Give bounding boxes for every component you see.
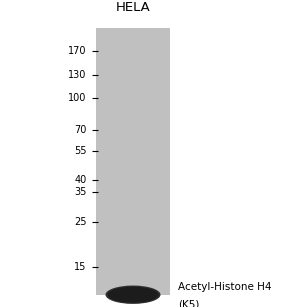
- Text: 15: 15: [74, 262, 86, 272]
- Text: 130: 130: [68, 69, 86, 80]
- Text: 100: 100: [68, 93, 86, 103]
- Text: 40: 40: [74, 175, 86, 185]
- Text: Acetyl-Histone H4: Acetyl-Histone H4: [178, 282, 272, 292]
- Bar: [96, 28, 170, 295]
- Text: 35: 35: [74, 187, 86, 196]
- Text: HELA: HELA: [116, 1, 150, 14]
- Text: 25: 25: [74, 216, 86, 227]
- Ellipse shape: [106, 286, 160, 304]
- Text: 70: 70: [74, 125, 86, 135]
- Text: (K5): (K5): [178, 299, 200, 307]
- Text: 55: 55: [74, 146, 86, 156]
- Ellipse shape: [108, 287, 158, 303]
- Text: 170: 170: [68, 46, 86, 56]
